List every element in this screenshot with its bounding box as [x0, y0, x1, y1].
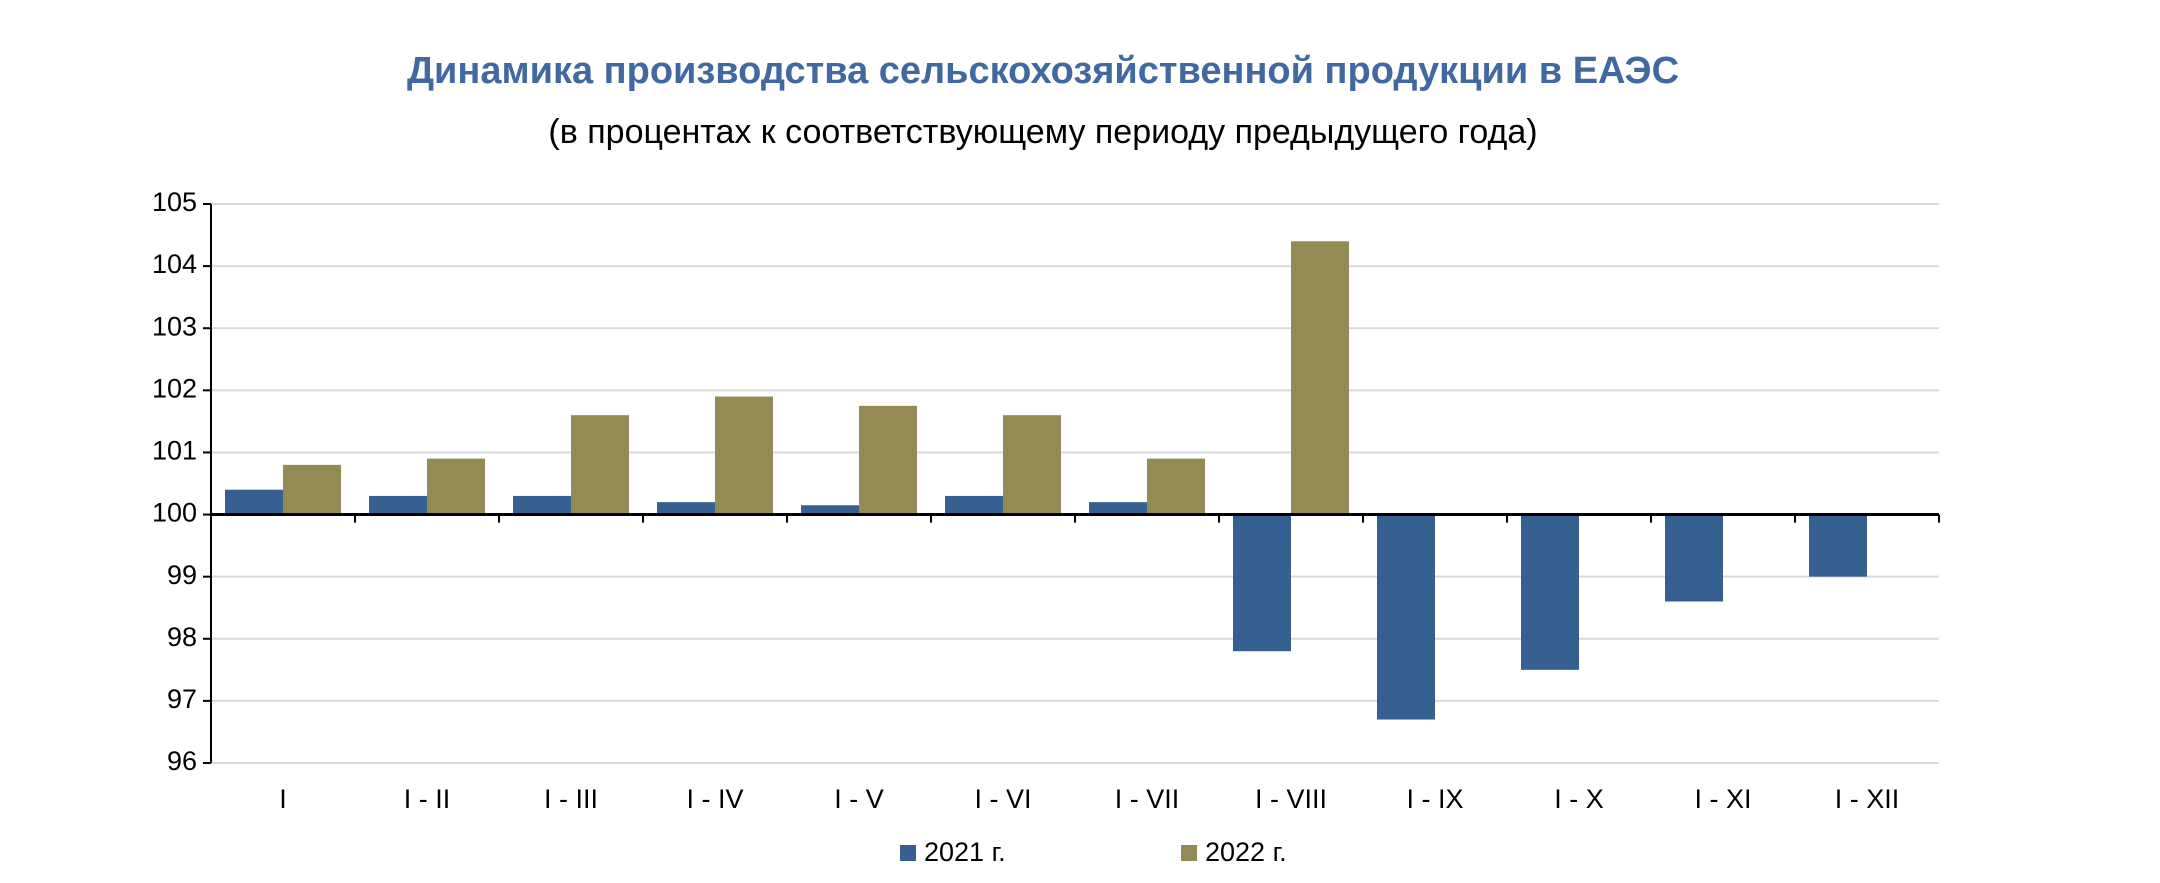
bar — [859, 405, 917, 515]
x-tick-label: I - IX — [1406, 784, 1463, 814]
legend-swatch — [900, 845, 916, 861]
y-tick-label: 102 — [152, 373, 197, 403]
y-tick-label: 100 — [152, 498, 197, 528]
bar — [1521, 514, 1579, 670]
bar — [1377, 514, 1435, 720]
x-tick-label: I - V — [834, 784, 884, 814]
bar — [369, 495, 427, 515]
bar — [427, 458, 485, 515]
bar — [1809, 514, 1867, 577]
x-tick-label: I - X — [1554, 784, 1604, 814]
y-tick-label: 105 — [152, 187, 197, 217]
y-tick-label: 99 — [167, 560, 197, 590]
bar — [1089, 502, 1147, 515]
bar — [1291, 241, 1349, 515]
bar — [945, 495, 1003, 515]
x-tick-label: I - XI — [1694, 784, 1751, 814]
y-tick-label: 96 — [167, 746, 197, 776]
y-tick-label: 104 — [152, 249, 197, 279]
chart-title: Динамика производства сельскохозяйственн… — [407, 50, 1679, 92]
chart-subtitle: (в процентах к соответствующему периоду … — [548, 113, 1537, 151]
x-tick-label: I - III — [544, 784, 598, 814]
x-tick-label: I - XII — [1835, 784, 1900, 814]
legend-swatch — [1181, 845, 1197, 861]
bar — [715, 396, 773, 515]
y-tick-label: 103 — [152, 311, 197, 341]
y-tick-label: 98 — [167, 622, 197, 652]
bar — [571, 415, 629, 515]
x-tick-label: I - II — [404, 784, 451, 814]
bar — [283, 464, 341, 515]
legend-label: 2021 г. — [924, 837, 1006, 867]
y-tick-label: 101 — [152, 436, 197, 466]
bar — [1233, 514, 1291, 652]
x-tick-label: I - VI — [974, 784, 1031, 814]
bar — [801, 505, 859, 515]
bar — [225, 489, 283, 515]
bar — [513, 495, 571, 515]
bar — [1147, 458, 1205, 515]
x-tick-label: I — [279, 784, 287, 814]
legend-label: 2022 г. — [1205, 837, 1287, 867]
x-tick-label: I - IV — [686, 784, 743, 814]
y-tick-label: 97 — [167, 684, 197, 714]
bar — [1665, 514, 1723, 602]
x-tick-label: I - VII — [1115, 784, 1180, 814]
bar — [657, 502, 715, 515]
bar — [1003, 415, 1061, 515]
x-tick-label: I - VIII — [1255, 784, 1327, 814]
